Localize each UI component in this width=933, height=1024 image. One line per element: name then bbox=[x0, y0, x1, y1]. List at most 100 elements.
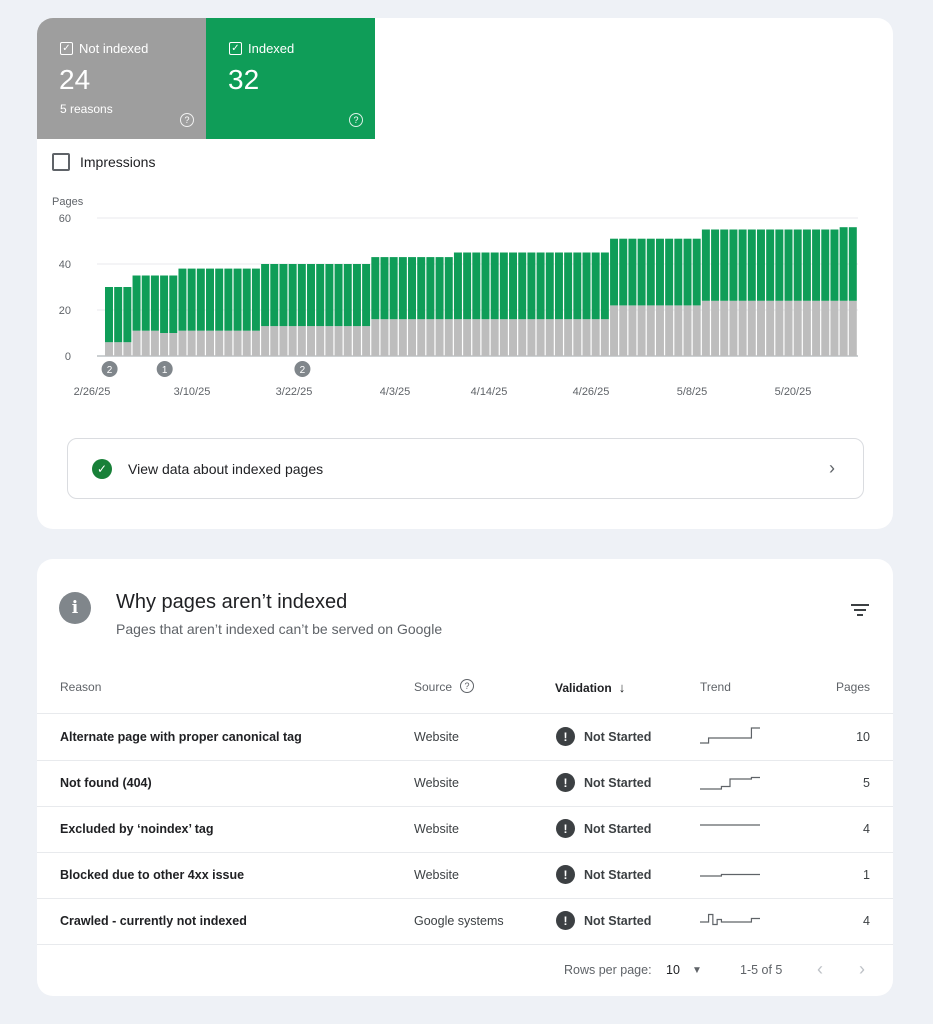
bar-not-indexed[interactable] bbox=[233, 330, 242, 356]
bar-indexed[interactable] bbox=[665, 238, 674, 306]
bar-indexed[interactable] bbox=[453, 252, 462, 320]
bar-not-indexed[interactable] bbox=[150, 330, 159, 356]
bar-not-indexed[interactable] bbox=[398, 319, 407, 356]
bar-indexed[interactable] bbox=[793, 229, 802, 301]
bar-not-indexed[interactable] bbox=[610, 305, 619, 356]
bar-not-indexed[interactable] bbox=[674, 305, 683, 356]
bar-indexed[interactable] bbox=[233, 268, 242, 331]
bar-indexed[interactable] bbox=[160, 275, 169, 334]
bar-indexed[interactable] bbox=[573, 252, 582, 320]
bar-not-indexed[interactable] bbox=[784, 300, 793, 356]
bar-indexed[interactable] bbox=[270, 264, 279, 327]
bar-not-indexed[interactable] bbox=[380, 319, 389, 356]
bar-indexed[interactable] bbox=[499, 252, 508, 320]
bar-not-indexed[interactable] bbox=[711, 300, 720, 356]
bar-indexed[interactable] bbox=[297, 264, 306, 327]
bar-not-indexed[interactable] bbox=[343, 326, 352, 356]
help-icon[interactable]: ? bbox=[180, 113, 194, 127]
view-indexed-pages-button[interactable]: ✓ View data about indexed pages › bbox=[67, 438, 864, 499]
bar-indexed[interactable] bbox=[821, 229, 830, 301]
bar-indexed[interactable] bbox=[105, 287, 113, 343]
bar-not-indexed[interactable] bbox=[187, 330, 196, 356]
bar-indexed[interactable] bbox=[756, 229, 765, 301]
bar-indexed[interactable] bbox=[398, 257, 407, 320]
bar-not-indexed[interactable] bbox=[582, 319, 591, 356]
table-row[interactable]: Blocked due to other 4xx issue Website! No… bbox=[37, 852, 893, 898]
bar-not-indexed[interactable] bbox=[141, 330, 150, 356]
bar-not-indexed[interactable] bbox=[444, 319, 453, 356]
bar-indexed[interactable] bbox=[417, 257, 426, 320]
bar-not-indexed[interactable] bbox=[518, 319, 527, 356]
bar-indexed[interactable] bbox=[490, 252, 499, 320]
bar-not-indexed[interactable] bbox=[775, 300, 784, 356]
dropdown-arrow-icon[interactable]: ▼ bbox=[692, 965, 702, 976]
bar-not-indexed[interactable] bbox=[527, 319, 536, 356]
bar-indexed[interactable] bbox=[206, 268, 214, 331]
bar-not-indexed[interactable] bbox=[554, 319, 563, 356]
bar-indexed[interactable] bbox=[738, 229, 747, 301]
bar-not-indexed[interactable] bbox=[288, 326, 297, 356]
bar-not-indexed[interactable] bbox=[821, 300, 830, 356]
bar-indexed[interactable] bbox=[215, 268, 224, 331]
checkbox-unchecked-icon[interactable] bbox=[52, 153, 70, 171]
bar-not-indexed[interactable] bbox=[114, 342, 123, 356]
annotation-marker[interactable] bbox=[101, 361, 118, 377]
bar-not-indexed[interactable] bbox=[242, 330, 251, 356]
bar-not-indexed[interactable] bbox=[646, 305, 655, 356]
bar-indexed[interactable] bbox=[178, 268, 187, 331]
checkbox-checked-icon[interactable]: ✓ bbox=[229, 42, 242, 55]
bar-indexed[interactable] bbox=[463, 252, 472, 320]
bar-indexed[interactable] bbox=[343, 264, 352, 327]
bar-indexed[interactable] bbox=[380, 257, 389, 320]
bar-not-indexed[interactable] bbox=[793, 300, 802, 356]
bar-indexed[interactable] bbox=[747, 229, 756, 301]
bar-not-indexed[interactable] bbox=[325, 326, 334, 356]
bar-not-indexed[interactable] bbox=[637, 305, 646, 356]
bar-indexed[interactable] bbox=[288, 264, 297, 327]
bar-indexed[interactable] bbox=[610, 238, 619, 306]
bar-not-indexed[interactable] bbox=[472, 319, 481, 356]
help-icon[interactable]: ? bbox=[460, 679, 475, 693]
bar-indexed[interactable] bbox=[591, 252, 600, 320]
bar-not-indexed[interactable] bbox=[362, 326, 371, 356]
bar-indexed[interactable] bbox=[600, 252, 609, 320]
bar-indexed[interactable] bbox=[389, 257, 398, 320]
bar-not-indexed[interactable] bbox=[655, 305, 664, 356]
bar-not-indexed[interactable] bbox=[417, 319, 426, 356]
bar-indexed[interactable] bbox=[472, 252, 481, 320]
bar-indexed[interactable] bbox=[711, 229, 720, 301]
bar-indexed[interactable] bbox=[692, 238, 701, 306]
bar-not-indexed[interactable] bbox=[132, 330, 141, 356]
bar-indexed[interactable] bbox=[582, 252, 591, 320]
bar-indexed[interactable] bbox=[619, 238, 628, 306]
bar-indexed[interactable] bbox=[674, 238, 683, 306]
annotation-marker[interactable] bbox=[156, 361, 173, 377]
bar-not-indexed[interactable] bbox=[105, 342, 113, 356]
bar-not-indexed[interactable] bbox=[683, 305, 692, 356]
chevron-left-icon[interactable]: ‹ bbox=[817, 959, 823, 979]
help-icon[interactable]: ? bbox=[349, 113, 363, 127]
header-pages[interactable]: Pages bbox=[835, 680, 870, 694]
bar-indexed[interactable] bbox=[637, 238, 646, 306]
bar-indexed[interactable] bbox=[371, 257, 380, 320]
chevron-right-icon[interactable]: › bbox=[859, 959, 865, 979]
bar-not-indexed[interactable] bbox=[389, 319, 398, 356]
bar-indexed[interactable] bbox=[509, 252, 518, 320]
bar-indexed[interactable] bbox=[720, 229, 729, 301]
table-row[interactable]: Alternate page with proper canonical tag… bbox=[37, 714, 893, 760]
bar-not-indexed[interactable] bbox=[564, 319, 573, 356]
impressions-toggle[interactable]: Impressions bbox=[52, 153, 155, 171]
bar-indexed[interactable] bbox=[518, 252, 527, 320]
bar-indexed[interactable] bbox=[775, 229, 784, 301]
bar-not-indexed[interactable] bbox=[251, 330, 260, 356]
bar-indexed[interactable] bbox=[352, 264, 361, 327]
bar-not-indexed[interactable] bbox=[839, 300, 848, 356]
not-indexed-tile[interactable]: ✓ Not indexed 24 5 reasons ? bbox=[37, 18, 206, 139]
bar-not-indexed[interactable] bbox=[270, 326, 279, 356]
bar-indexed[interactable] bbox=[628, 238, 637, 306]
bar-indexed[interactable] bbox=[646, 238, 655, 306]
bar-not-indexed[interactable] bbox=[509, 319, 518, 356]
bar-indexed[interactable] bbox=[187, 268, 196, 331]
bar-not-indexed[interactable] bbox=[600, 319, 609, 356]
bar-indexed[interactable] bbox=[325, 264, 334, 327]
